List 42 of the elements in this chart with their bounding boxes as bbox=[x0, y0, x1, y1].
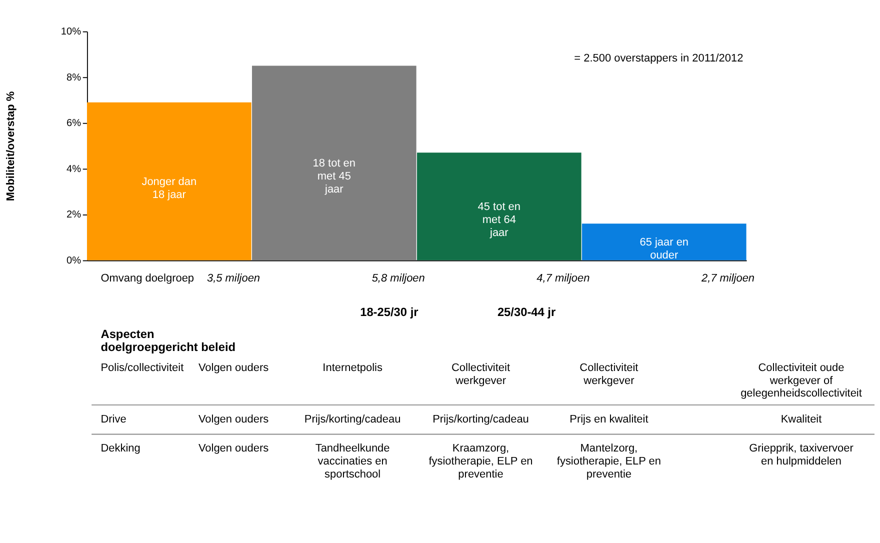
y-tick-label: 8% bbox=[66, 72, 82, 84]
text: Dekking bbox=[100, 442, 140, 455]
text: Prijs/korting/cadeau bbox=[432, 413, 529, 426]
text: Kwaliteit bbox=[780, 413, 822, 426]
x-tick-label: 18 tot en met 45 jaar bbox=[312, 158, 356, 196]
text: 2,7 miljoen bbox=[700, 272, 755, 284]
text: Collectiviteit werkgever bbox=[451, 362, 510, 387]
y-tick-label: 0% bbox=[66, 255, 82, 266]
text: Collectiviteit werkgever bbox=[580, 362, 638, 387]
text: Polis/collectiviteit bbox=[100, 362, 184, 374]
bar bbox=[252, 66, 416, 260]
text: Mantelzorg, fysiotherapie, ELP en preventie bbox=[556, 442, 661, 480]
text: Tandheelkunde vaccinaties en sportschool bbox=[315, 442, 390, 480]
text: Prijs en kwaliteit bbox=[570, 413, 648, 426]
x-tick-label: 45 tot en met 64 jaar bbox=[478, 201, 520, 239]
text: Volgen ouders bbox=[198, 442, 270, 455]
text: Griepprik, taxivervoer en hulpmiddelen bbox=[749, 442, 854, 468]
text: Drive bbox=[100, 413, 126, 426]
text: Aspecten doelgroepgericht beleid bbox=[100, 327, 236, 354]
bar bbox=[86, 102, 252, 260]
text: 5,8 miljoen bbox=[372, 272, 425, 284]
text: 25/30-44 jr bbox=[497, 305, 556, 320]
text: 3,5 miljoen bbox=[206, 272, 260, 284]
text: Omvang doelgroep bbox=[100, 272, 194, 284]
text: 18-25/30 jr bbox=[360, 305, 419, 320]
text: 4,7 miljoen bbox=[536, 272, 590, 284]
y-tick-label: 10% bbox=[60, 26, 82, 38]
text: Prijs/korting/cadeau bbox=[304, 413, 401, 426]
y-tick-label: 4% bbox=[66, 164, 82, 175]
text: Internetpolis bbox=[322, 362, 383, 374]
y-axis-title: Mobiliteit/overstap % bbox=[5, 91, 18, 202]
text: Kraamzorg, fysiotherapie, ELP en preventie bbox=[428, 442, 533, 480]
bar bbox=[582, 224, 746, 260]
x-tick-label: 65 jaar en ouder bbox=[640, 236, 689, 262]
y-tick-label: 2% bbox=[66, 210, 82, 221]
x-tick-label: Jonger dan 18 jaar bbox=[142, 176, 197, 201]
text: Volgen ouders bbox=[198, 362, 270, 374]
text: Volgen ouders bbox=[198, 413, 270, 426]
annotation: = 2.500 overstappers in 2011/2012 bbox=[574, 52, 744, 65]
text: Collectiviteit oude werkgever of gelegenheidscollectiviteit bbox=[740, 362, 862, 400]
bar bbox=[416, 152, 582, 260]
y-tick-label: 6% bbox=[66, 118, 82, 130]
